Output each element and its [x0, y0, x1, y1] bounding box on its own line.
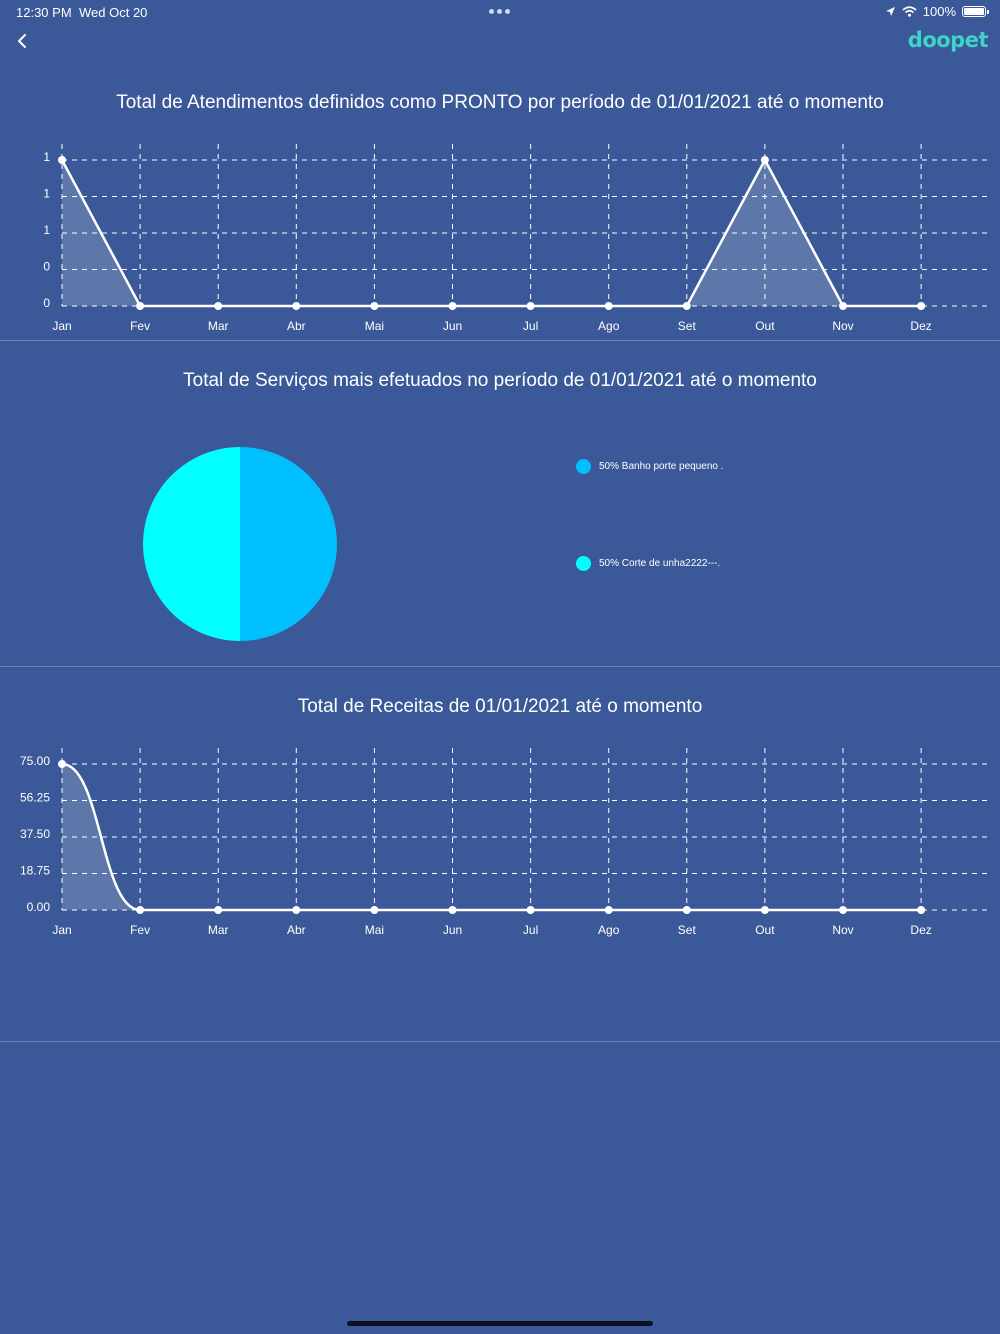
x-tick-label: Set: [678, 923, 697, 937]
x-tick-label: Out: [755, 923, 775, 937]
legend-item-2: 50% Corte de unha2222---.: [576, 556, 720, 571]
x-tick-label: Ago: [598, 319, 620, 333]
x-tick-label: Jun: [443, 319, 462, 333]
data-point: [292, 302, 301, 310]
x-tick-label: Abr: [287, 319, 306, 333]
x-tick-label: Mar: [208, 319, 229, 333]
x-tick-label: Jan: [52, 319, 71, 333]
data-point: [682, 906, 691, 914]
battery-icon: [962, 6, 989, 17]
series-area-fill: [62, 160, 922, 306]
legend-dot-1: [576, 459, 591, 474]
data-point: [292, 906, 301, 914]
location-icon: [885, 7, 895, 16]
home-indicator[interactable]: [347, 1321, 653, 1326]
data-point: [760, 906, 769, 914]
data-point: [214, 906, 223, 914]
chevron-left-icon: [18, 34, 26, 48]
data-point: [448, 906, 457, 914]
x-tick-label: Mai: [365, 319, 384, 333]
chart-1-title: Total de Atendimentos definidos como PRO…: [116, 92, 884, 113]
x-tick-label: Ago: [598, 923, 620, 937]
battery-percent: 100%: [922, 4, 956, 19]
series-line: [60, 157, 922, 308]
section-divider: [0, 340, 1000, 341]
data-point: [136, 906, 145, 914]
x-tick-label: Jun: [443, 923, 462, 937]
x-tick-label: Out: [755, 319, 775, 333]
y-tick-label: 1: [43, 187, 50, 201]
data-point: [58, 760, 66, 768]
y-tick-label: 0: [43, 296, 50, 310]
x-tick-label: Dez: [910, 319, 931, 333]
data-point: [214, 302, 223, 310]
x-tick-label: Nov: [832, 923, 853, 937]
data-point: [136, 302, 145, 310]
legend-item-1: 50% Banho porte pequeno .: [576, 459, 724, 474]
x-tick-label: Mar: [208, 923, 229, 937]
data-point: [370, 906, 379, 914]
y-tick-label: 18.75: [20, 864, 50, 878]
doopet-logo: doopet: [907, 28, 989, 52]
x-tick-label: Dez: [910, 923, 931, 937]
data-point: [917, 906, 926, 914]
data-point: [839, 302, 847, 310]
section-divider: [0, 1041, 1000, 1042]
chart-3-title: Total de Receitas de 01/01/2021 até o mo…: [297, 696, 703, 717]
x-tick-label: Jan: [52, 923, 71, 937]
pie-slice-2[interactable]: [143, 447, 240, 641]
data-point: [526, 906, 535, 914]
data-point: [58, 156, 66, 164]
y-tick-label: 1: [43, 150, 50, 164]
multitasking-dots-icon[interactable]: [489, 9, 510, 14]
legend-label-1: 50% Banho porte pequeno .: [599, 461, 724, 472]
data-point: [604, 906, 613, 914]
data-point: [526, 302, 535, 310]
status-time: 12:30 PM: [16, 5, 72, 20]
data-point: [682, 302, 691, 310]
data-point: [760, 156, 769, 164]
services-pie-chart: [143, 447, 337, 641]
x-tick-label: Abr: [287, 923, 306, 937]
x-tick-label: Jul: [523, 923, 538, 937]
legend-label-2: 50% Corte de unha2222---.: [599, 558, 721, 569]
wifi-icon: [902, 6, 917, 17]
y-tick-label: 37.50: [20, 827, 50, 841]
status-date: Wed Oct 20: [79, 5, 148, 20]
chart-2-title: Total de Serviços mais efetuados no perí…: [183, 370, 817, 391]
x-tick-label: Mai: [365, 923, 384, 937]
status-bar: 12:30 PM Wed Oct 20 100%: [0, 0, 1000, 24]
legend-dot-2: [576, 556, 591, 571]
y-tick-label: 56.25: [20, 791, 50, 805]
y-tick-label: 0: [43, 260, 50, 274]
data-point: [448, 302, 457, 310]
y-tick-label: 75.00: [20, 754, 50, 768]
data-point: [839, 906, 847, 914]
pie-slice-1[interactable]: [240, 447, 337, 641]
section-divider: [0, 666, 1000, 667]
x-tick-label: Fev: [130, 923, 150, 937]
data-point: [917, 302, 926, 310]
x-tick-label: Set: [678, 319, 697, 333]
x-tick-label: Jul: [523, 319, 538, 333]
back-button[interactable]: [12, 30, 34, 52]
status-indicators: 100%: [885, 4, 989, 19]
y-tick-label: 1: [43, 223, 50, 237]
data-point: [604, 302, 613, 310]
y-tick-label: 0.00: [27, 900, 51, 914]
x-tick-label: Fev: [130, 319, 150, 333]
data-point: [370, 302, 379, 310]
x-tick-label: Nov: [832, 319, 853, 333]
